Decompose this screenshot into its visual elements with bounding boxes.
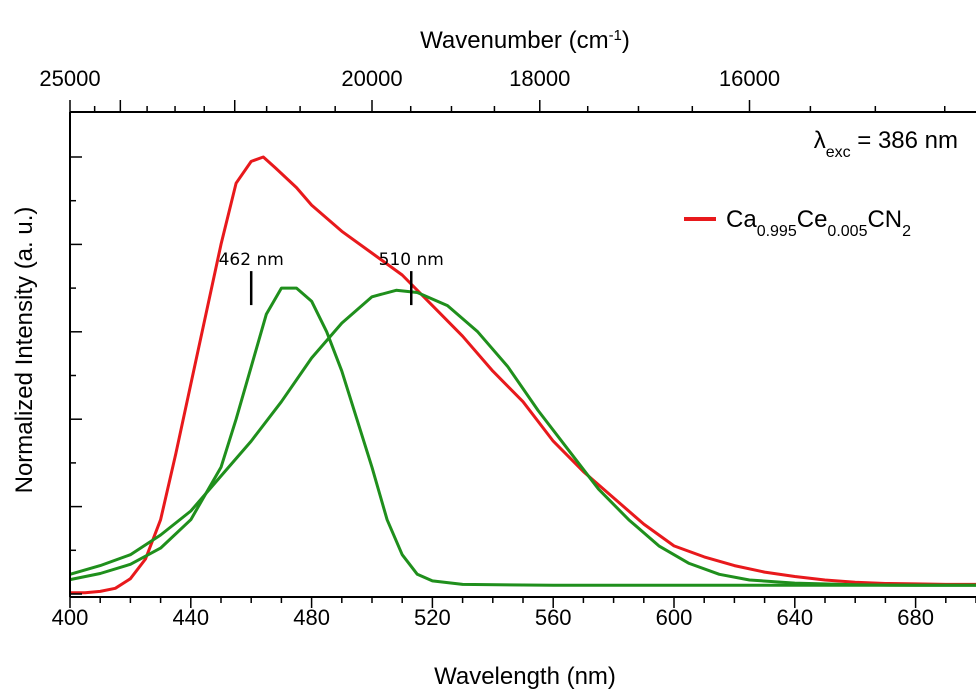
top-tick-label: 16000	[719, 66, 780, 91]
x-tick-label: 480	[293, 605, 330, 630]
x-tick-label: 640	[776, 605, 813, 630]
x-tick-label: 400	[52, 605, 89, 630]
legend: Ca0.995Ce0.005CN2	[684, 206, 911, 240]
x-tick-label: 520	[414, 605, 451, 630]
series-line-0	[70, 155, 976, 595]
series-line-1	[69, 286, 976, 587]
excitation-note: λexc = 386 nm	[814, 127, 958, 161]
top-tick-label: 20000	[341, 66, 402, 91]
series-layer	[69, 155, 976, 595]
x-tick-label: 680	[897, 605, 934, 630]
top-tick-label: 18000	[509, 66, 570, 91]
top-axis-title: Wavenumber (cm-1)	[420, 27, 630, 55]
peak-label: 462 nm	[219, 250, 284, 270]
x-axis-title: Wavelength (nm)	[434, 663, 616, 690]
labels-layer: Wavelength (nm) Normalized Intensity (a.…	[11, 27, 958, 691]
series-line-2	[69, 288, 976, 587]
peak-label: 510 nm	[379, 250, 444, 270]
x-tick-label: 440	[172, 605, 209, 630]
x-tick-label: 560	[535, 605, 572, 630]
legend-label: Ca0.995Ce0.005CN2	[726, 206, 911, 240]
top-tick-label: 25000	[39, 66, 100, 91]
axes-layer: 400 440 480 520 560 600 640 680 25000 20000 18000 1…	[39, 66, 976, 630]
y-axis-title: Normalized Intensity (a. u.)	[11, 207, 38, 494]
x-tick-label: 600	[656, 605, 693, 630]
